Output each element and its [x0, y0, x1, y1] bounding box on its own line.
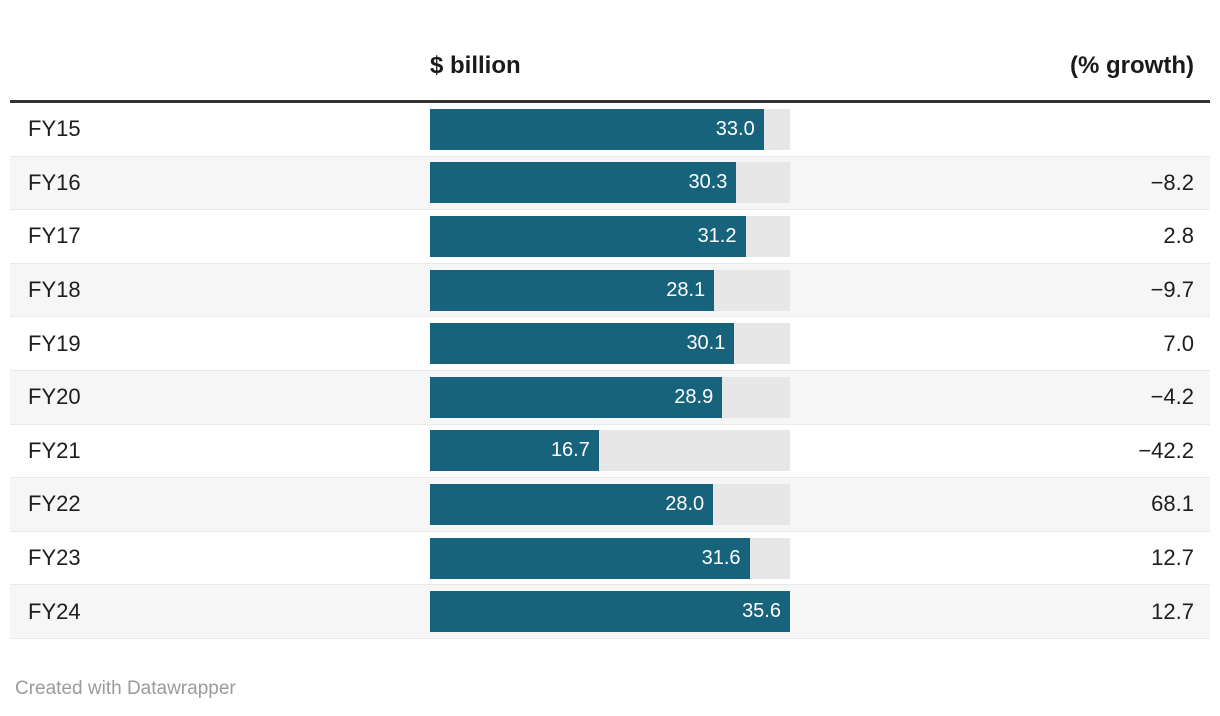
table-row: FY17 31.2 2.8: [10, 210, 1210, 264]
bar-track: 33.0: [430, 108, 790, 150]
growth-value: 12.7: [1151, 545, 1194, 571]
growth-value: 7.0: [1163, 330, 1194, 356]
row-label: FY21: [28, 437, 81, 463]
bar-track: 30.1: [430, 323, 790, 365]
bar-value-label: 31.2: [697, 224, 737, 247]
bar: 33.0: [430, 108, 764, 150]
row-label: FY24: [28, 598, 81, 624]
growth-value: −4.2: [1150, 384, 1194, 410]
growth-value: −8.2: [1150, 169, 1194, 195]
row-label: FY23: [28, 545, 81, 571]
bar-track: 30.3: [430, 162, 790, 204]
table-row: FY22 28.0 68.1: [10, 478, 1210, 532]
bar-chart-table: $ billion (% growth) FY15 33.0 FY16 30.3 −8.…: [10, 0, 1210, 639]
bar: 30.3: [430, 162, 737, 204]
bar-track: 31.2: [430, 215, 790, 257]
bar-value-label: 28.0: [665, 492, 705, 515]
row-label: FY22: [28, 491, 81, 517]
bar-track: 35.6: [430, 591, 790, 633]
table-row: FY15 33.0: [10, 103, 1210, 157]
table-row: FY23 31.6 12.7: [10, 531, 1210, 586]
table-row: FY21 16.7 −42.2: [10, 424, 1210, 479]
growth-value: 68.1: [1151, 491, 1194, 517]
table-row: FY24 35.6 12.7: [10, 585, 1210, 639]
table-header: $ billion (% growth): [10, 0, 1210, 103]
bar: 31.6: [430, 537, 750, 579]
bar-track: 16.7: [430, 430, 790, 472]
bar-track: 28.1: [430, 269, 790, 311]
table-row: FY16 30.3 −8.2: [10, 156, 1210, 211]
bar-value-label: 35.6: [742, 600, 781, 623]
growth-value: 12.7: [1151, 598, 1194, 624]
table-row: FY20 28.9 −4.2: [10, 370, 1210, 425]
bar-track: 28.0: [430, 483, 790, 525]
bar: 16.7: [430, 430, 599, 472]
bar-value-label: 30.3: [688, 171, 728, 194]
bar-value-label: 28.9: [674, 385, 714, 408]
bar-track: 28.9: [430, 376, 790, 418]
bar: 28.1: [430, 269, 715, 311]
bar: 28.0: [430, 483, 714, 525]
bar: 28.9: [430, 376, 723, 418]
bar: 31.2: [430, 215, 746, 257]
bar-value-label: 30.1: [686, 332, 726, 355]
growth-value: 2.8: [1163, 223, 1194, 249]
bar-value-label: 16.7: [550, 439, 590, 462]
table-body: FY15 33.0 FY16 30.3 −8.2 FY17 31.2 2.8 FY18 28.1 −…: [10, 103, 1210, 639]
column-header-growth: (% growth): [1070, 52, 1194, 79]
table-row: FY19 30.1 7.0: [10, 317, 1210, 371]
growth-value: −42.2: [1138, 437, 1194, 463]
row-label: FY18: [28, 277, 81, 303]
row-label: FY20: [28, 384, 81, 410]
attribution-link[interactable]: Created with Datawrapper: [15, 678, 236, 699]
row-label: FY15: [28, 116, 81, 142]
row-label: FY16: [28, 169, 81, 195]
bar-value-label: 31.6: [701, 546, 741, 569]
growth-value: −9.7: [1150, 277, 1194, 303]
row-label: FY19: [28, 330, 81, 356]
row-label: FY17: [28, 223, 81, 249]
bar: 30.1: [430, 323, 735, 365]
bar-track: 31.6: [430, 537, 790, 579]
bar-value-label: 33.0: [715, 117, 755, 140]
bar: 35.6: [430, 591, 790, 633]
table-row: FY18 28.1 −9.7: [10, 263, 1210, 318]
column-header-value: $ billion: [430, 52, 521, 79]
bar-value-label: 28.1: [666, 278, 706, 301]
